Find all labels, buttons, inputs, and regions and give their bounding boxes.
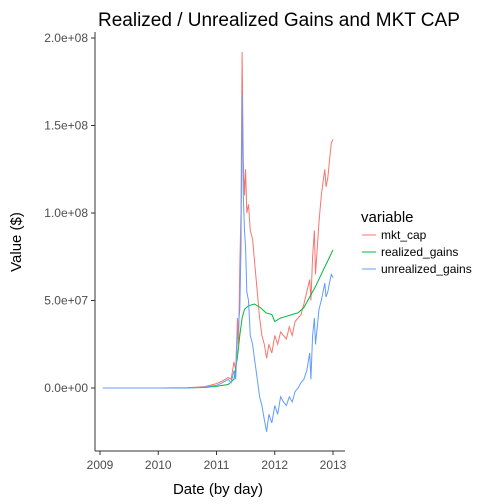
y-tick-label: 1.0e+08 (44, 206, 88, 220)
x-tick-label: 2012 (261, 458, 288, 472)
legend-label: mkt_cap (381, 228, 427, 242)
legend-label: realized_gains (381, 245, 458, 259)
y-tick-label: 2.0e+08 (44, 31, 88, 45)
x-axis-title: Date (by day) (173, 481, 263, 498)
legend-title: variable (361, 209, 414, 226)
y-axis-title: Value ($) (8, 212, 25, 272)
series-lines (102, 51, 334, 432)
y-tick-label: 5.0e+07 (44, 294, 88, 308)
x-tick-label: 2010 (145, 458, 172, 472)
legend: variable mkt_cap realized_gains unrealized… (361, 209, 472, 276)
legend-label: unrealized_gains (381, 262, 472, 276)
y-tick-label: 1.5e+08 (44, 119, 88, 133)
y-axis-ticks: 0.0e+00 5.0e+07 1.0e+08 1.5e+08 2.0e+08 (44, 31, 95, 395)
series-line-mkt-cap (102, 51, 334, 389)
x-tick-label: 2013 (320, 458, 347, 472)
y-tick-label: 0.0e+00 (44, 381, 88, 395)
x-tick-label: 2011 (204, 458, 230, 472)
x-tick-label: 2009 (87, 458, 114, 472)
series-line-realized-gains (102, 249, 334, 389)
x-axis-ticks: 2009 2010 2011 2012 2013 (87, 451, 347, 472)
series-line-unrealized-gains (102, 93, 334, 432)
chart-title: Realized / Unrealized Gains and MKT CAP (98, 10, 460, 31)
